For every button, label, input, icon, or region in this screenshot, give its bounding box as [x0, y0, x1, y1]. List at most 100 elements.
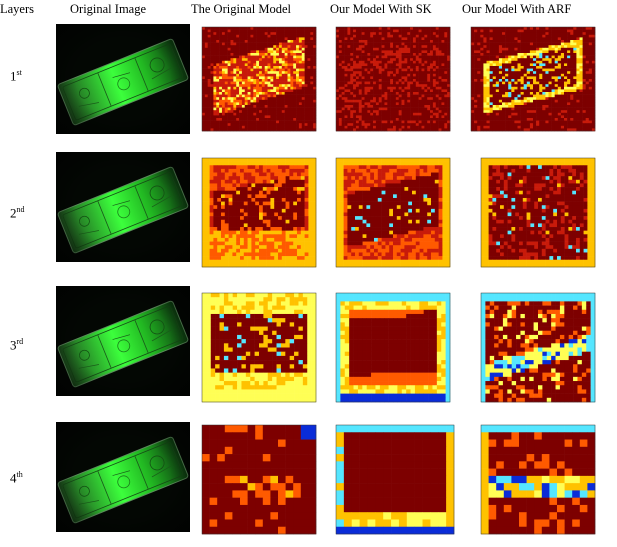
heatmap-cell	[588, 128, 593, 132]
heatmap-cell	[427, 97, 431, 101]
heatmap-cell	[435, 79, 439, 82]
heatmap-cell	[230, 71, 234, 75]
heatmap-cell	[502, 89, 506, 93]
heatmap-cell	[267, 50, 271, 54]
heatmap-cell	[381, 60, 385, 64]
heatmap-cell	[471, 94, 475, 98]
heatmap-cell	[338, 60, 342, 64]
heatmap-cell	[313, 92, 317, 95]
heatmap-cell	[336, 50, 340, 54]
heatmap-cell	[576, 99, 580, 103]
heatmap-cell	[355, 66, 360, 69]
heatmap-cell	[401, 92, 405, 95]
heatmap-cell	[444, 102, 448, 106]
heatmap-cell	[398, 128, 402, 132]
heatmap-cell	[410, 42, 414, 46]
heatmap-cell	[430, 63, 434, 67]
heatmap-cell	[264, 53, 268, 56]
heatmap-cell	[224, 50, 228, 54]
heatmap-cell	[259, 97, 263, 101]
heatmap-cell	[267, 94, 271, 98]
heatmap-cell	[498, 29, 503, 33]
heatmap-cell	[244, 50, 248, 54]
heatmap-cell	[421, 29, 425, 33]
heatmap-cell	[502, 29, 506, 33]
heatmap-cell	[244, 42, 248, 46]
heatmap-cell	[256, 53, 260, 56]
heatmap-cell	[395, 50, 399, 54]
heatmap-cell	[241, 94, 246, 98]
heatmap-cell	[239, 60, 243, 64]
heatmap-cell	[390, 45, 394, 49]
heatmap-cell	[432, 40, 437, 43]
heatmap-cell	[241, 110, 246, 114]
heatmap-cell	[378, 105, 382, 108]
heatmap-cell	[253, 47, 257, 51]
heatmap-cell	[370, 58, 374, 62]
heatmap-cell	[358, 60, 362, 64]
heatmap-cell	[281, 168, 286, 173]
heatmap-cell	[313, 120, 317, 124]
heatmap-cell	[285, 176, 290, 181]
heatmap-cell	[539, 107, 543, 111]
heatmap-cell	[338, 63, 342, 67]
heatmap-cell	[236, 71, 240, 75]
heatmap-cell	[336, 47, 340, 51]
heatmap-cell	[361, 55, 365, 59]
heatmap-cell	[498, 105, 503, 108]
heatmap-cell	[287, 34, 291, 38]
heatmap-cell	[539, 53, 543, 56]
heatmap-cell	[410, 40, 414, 43]
heatmap-cell	[384, 55, 388, 59]
heatmap-cell	[367, 76, 371, 80]
heatmap-cell	[486, 47, 490, 51]
heatmap-cell	[498, 107, 503, 111]
heatmap-cell	[304, 84, 308, 88]
heatmap-cell	[591, 120, 596, 124]
heatmap-cell	[387, 34, 391, 38]
heatmap-cell	[418, 112, 422, 116]
heatmap-cell	[554, 123, 559, 127]
heatmap-cell	[213, 55, 217, 59]
heatmap-cell	[412, 94, 417, 98]
heatmap-cell	[539, 110, 543, 114]
heatmap-cell	[276, 115, 280, 119]
heatmap-cell	[477, 99, 481, 103]
heatmap-cell	[415, 63, 419, 67]
heatmap-cell	[471, 29, 475, 33]
heatmap-cell	[424, 76, 428, 80]
heatmap-cell	[236, 68, 240, 72]
heatmap-cell	[523, 107, 528, 111]
heatmap-cell	[548, 84, 552, 88]
heatmap-cell	[542, 76, 546, 80]
heatmap-cell	[373, 66, 377, 69]
heatmap-cell	[520, 66, 524, 69]
heatmap-cell	[256, 66, 260, 69]
heatmap-cell	[564, 55, 568, 59]
heatmap-cell	[398, 110, 402, 114]
heatmap-cell	[430, 97, 434, 101]
heatmap-cell	[412, 47, 417, 51]
heatmap-cell	[474, 92, 478, 95]
heatmap-cell	[287, 123, 291, 127]
heatmap-cell	[239, 81, 243, 85]
heatmap-cell	[267, 118, 271, 121]
heatmap-cell	[307, 63, 311, 67]
heatmap-cell	[410, 102, 414, 106]
heatmap-cell	[387, 110, 391, 114]
heatmap-cell	[557, 73, 562, 77]
heatmap-cell	[489, 34, 493, 38]
heatmap-cell	[267, 81, 271, 85]
heatmap-cell	[529, 110, 534, 114]
heatmap-cell	[210, 40, 214, 43]
heatmap-cell	[355, 55, 360, 59]
heatmap-cell	[560, 89, 565, 93]
heatmap-cell	[432, 92, 437, 95]
heatmap-cell	[542, 105, 546, 108]
heatmap-cell	[255, 168, 260, 173]
heatmap-cell	[511, 94, 515, 98]
heatmap-cell	[290, 32, 294, 36]
heatmap-cell	[364, 105, 368, 108]
heatmap-cell	[336, 86, 340, 90]
heatmap-cell	[477, 55, 481, 59]
